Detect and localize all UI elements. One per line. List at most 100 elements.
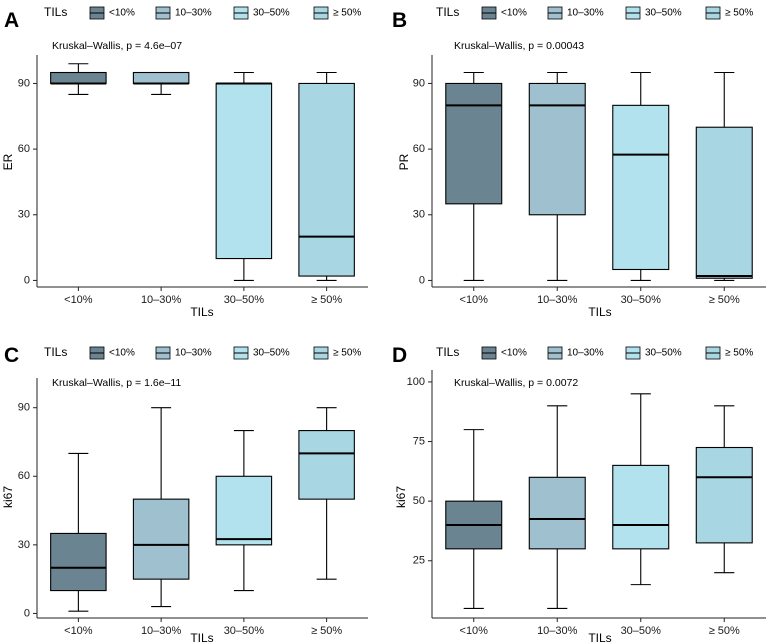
y-tick-label: 50 <box>413 495 425 507</box>
legend: TILs <10% 10–30% 30–50% ≥ 50% <box>44 5 361 20</box>
iqr-box <box>215 475 273 546</box>
iqr-box <box>298 430 355 500</box>
x-tick-label: <10% <box>64 625 93 637</box>
iqr-box <box>695 126 753 279</box>
y-tick-label: 60 <box>18 470 30 482</box>
box-2 <box>612 71 670 281</box>
panel-letter: D <box>392 344 407 367</box>
legend-label: <10% <box>501 8 527 19</box>
box-2 <box>215 71 273 281</box>
y-tick-label: 60 <box>413 143 425 155</box>
legend-label: 10–30% <box>567 348 604 359</box>
panel-c: C TILs <10% 10–30% 30–50% ≥ 50% Kruskal–Wallis… <box>1 344 368 644</box>
legend-label: 10–30% <box>567 8 604 19</box>
y-tick-label: 0 <box>24 607 30 619</box>
box-0 <box>50 452 107 612</box>
legend-title: TILs <box>436 5 459 19</box>
y-tick-label: 30 <box>18 209 30 221</box>
panel-letter: B <box>392 9 407 32</box>
legend-label: <10% <box>109 348 135 359</box>
y-tick-label: 90 <box>18 402 30 414</box>
x-axis-title: TILs <box>190 631 213 644</box>
legend-label: 30–50% <box>253 348 290 359</box>
panel-d: D TILs <10% 10–30% 30–50% ≥ 50% Kruskal–Wallis… <box>392 344 766 644</box>
box-3 <box>695 71 753 281</box>
x-tick-label: 10–30% <box>537 294 578 306</box>
box-0 <box>50 63 107 95</box>
box-2 <box>215 430 273 592</box>
x-axis-title: TILs <box>588 631 611 644</box>
y-tick-label: 90 <box>413 77 425 89</box>
iqr-box <box>132 71 190 85</box>
legend-label: ≥ 50% <box>333 348 361 359</box>
x-axis-title: TILs <box>190 305 213 319</box>
iqr-box <box>50 71 107 85</box>
box-0 <box>445 429 503 610</box>
box-1 <box>528 71 586 281</box>
y-tick-label: 25 <box>413 555 425 567</box>
x-tick-label: ≥ 50% <box>709 625 740 637</box>
box-1 <box>528 405 586 610</box>
x-tick-label: 30–50% <box>224 625 265 637</box>
legend-title: TILs <box>44 5 67 19</box>
y-tick-label: 100 <box>407 376 425 388</box>
y-tick-label: 75 <box>413 435 425 447</box>
iqr-box <box>132 498 190 580</box>
panel-b: B TILs <10% 10–30% 30–50% ≥ 50% Kruskal–Wallis… <box>392 5 766 319</box>
iqr-box <box>612 104 670 271</box>
y-tick-label: 30 <box>413 209 425 221</box>
iqr-box <box>215 82 273 260</box>
y-axis-title: ki67 <box>1 486 15 508</box>
y-axis-title: ER <box>1 153 15 170</box>
legend-label: ≥ 50% <box>333 8 361 19</box>
y-tick-label: 0 <box>24 274 30 286</box>
x-tick-label: <10% <box>460 625 489 637</box>
legend-label: 30–50% <box>253 8 290 19</box>
y-tick-label: 0 <box>419 274 425 286</box>
legend-label: ≥ 50% <box>725 8 753 19</box>
x-tick-label: ≥ 50% <box>709 294 740 306</box>
iqr-box <box>298 82 355 277</box>
legend-label: 30–50% <box>645 8 682 19</box>
x-tick-label: 10–30% <box>141 294 182 306</box>
box-3 <box>298 71 355 281</box>
x-tick-label: 30–50% <box>621 294 662 306</box>
box-3 <box>298 407 355 580</box>
x-tick-label: 30–50% <box>224 294 265 306</box>
legend: TILs <10% 10–30% 30–50% ≥ 50% <box>436 5 753 20</box>
y-axis-title: ki67 <box>394 486 408 508</box>
legend: TILs <10% 10–30% 30–50% ≥ 50% <box>44 345 361 360</box>
y-axis-title: PR <box>397 153 411 170</box>
iqr-box <box>695 446 753 544</box>
panel-a: A TILs <10% 10–30% 30–50% ≥ 50% Kruskal–Wallis… <box>1 5 368 319</box>
legend: TILs <10% 10–30% 30–50% ≥ 50% <box>436 345 753 360</box>
kruskal-wallis-annotation: Kruskal–Wallis, p = 0.0072 <box>454 377 578 389</box>
box-2 <box>612 393 670 586</box>
y-tick-label: 60 <box>18 143 30 155</box>
legend-label: <10% <box>109 8 135 19</box>
kruskal-wallis-annotation: Kruskal–Wallis, p = 1.6e–11 <box>52 377 181 389</box>
iqr-box <box>612 464 670 550</box>
legend-label: 10–30% <box>175 348 212 359</box>
y-tick-label: 30 <box>18 539 30 551</box>
kruskal-wallis-annotation: Kruskal–Wallis, p = 4.6e–07 <box>52 40 182 52</box>
x-tick-label: <10% <box>64 294 93 306</box>
legend-label: ≥ 50% <box>725 348 753 359</box>
box-1 <box>132 71 190 95</box>
box-0 <box>445 71 503 281</box>
kruskal-wallis-annotation: Kruskal–Wallis, p = 0.00043 <box>454 40 584 52</box>
legend-label: <10% <box>501 348 527 359</box>
panel-letter: C <box>4 344 19 367</box>
x-tick-label: ≥ 50% <box>311 625 342 637</box>
box-3 <box>695 405 753 574</box>
panel-letter: A <box>4 9 19 32</box>
iqr-box <box>528 476 586 550</box>
legend-label: 10–30% <box>175 8 212 19</box>
x-tick-label: <10% <box>460 294 489 306</box>
x-tick-label: ≥ 50% <box>311 294 342 306</box>
iqr-box <box>445 82 503 205</box>
iqr-box <box>50 532 107 592</box>
legend-label: 30–50% <box>645 348 682 359</box>
y-tick-label: 90 <box>18 77 30 89</box>
